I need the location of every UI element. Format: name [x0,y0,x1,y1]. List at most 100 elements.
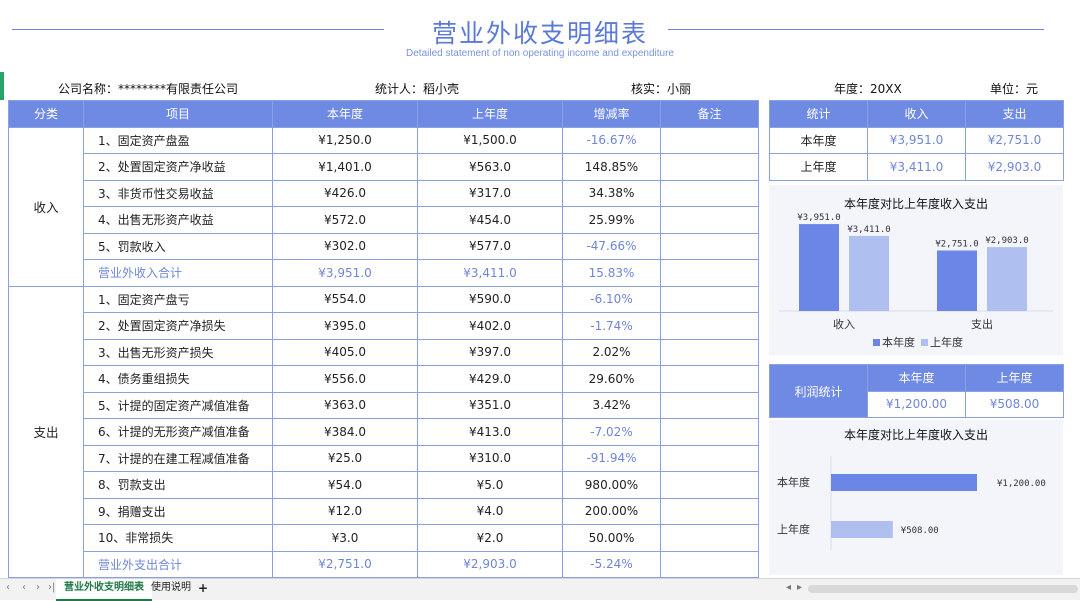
summary-header-stat[interactable]: 统计 [769,100,868,128]
remark-cell[interactable] [660,232,759,260]
first-sheet-icon[interactable]: ‹ [6,582,10,593]
horizontal-scrollbar[interactable] [808,585,1078,593]
change-rate-cell[interactable]: 200.00% [562,497,661,525]
current-year-cell[interactable]: ¥556.0 [272,365,418,393]
remark-cell[interactable] [660,285,759,313]
item-cell[interactable]: 营业外支出合计 [83,550,273,578]
summary-income[interactable]: ¥3,411.0 [867,153,966,181]
remark-cell[interactable] [660,312,759,340]
item-cell[interactable]: 3、非货币性交易收益 [83,179,273,207]
remark-cell[interactable] [660,153,759,181]
remark-cell[interactable] [660,524,759,552]
category-cell[interactable]: 收入 [8,126,84,287]
header-change-rate[interactable]: 增减率 [562,100,661,128]
current-year-cell[interactable]: ¥25.0 [272,444,418,472]
remark-cell[interactable] [660,391,759,419]
change-rate-cell[interactable]: -7.02% [562,418,661,446]
current-year-cell[interactable]: ¥2,751.0 [272,550,418,578]
remark-cell[interactable] [660,550,759,578]
current-year-cell[interactable]: ¥405.0 [272,338,418,366]
change-rate-cell[interactable]: 2.02% [562,338,661,366]
profit-header-current[interactable]: 本年度 [867,364,966,392]
previous-year-cell[interactable]: ¥397.0 [417,338,563,366]
previous-year-cell[interactable]: ¥3,411.0 [417,259,563,287]
change-rate-cell[interactable]: -5.24% [562,550,661,578]
item-cell[interactable]: 1、固定资产盘盈 [83,126,273,154]
summary-income[interactable]: ¥3,951.0 [867,126,966,154]
header-current-year[interactable]: 本年度 [272,100,418,128]
change-rate-cell[interactable]: -6.10% [562,285,661,313]
current-year-cell[interactable]: ¥12.0 [272,497,418,525]
remark-cell[interactable] [660,206,759,234]
change-rate-cell[interactable]: 25.99% [562,206,661,234]
previous-year-cell[interactable]: ¥413.0 [417,418,563,446]
add-sheet-button[interactable]: + [198,581,209,595]
change-rate-cell[interactable]: -1.74% [562,312,661,340]
summary-label[interactable]: 上年度 [769,153,868,181]
profit-label[interactable]: 利润统计 [769,364,868,418]
prev-sheet-icon[interactable]: ‹ [22,582,26,593]
profit-previous-value[interactable]: ¥508.00 [965,390,1064,418]
previous-year-cell[interactable]: ¥1,500.0 [417,126,563,154]
previous-year-cell[interactable]: ¥2,903.0 [417,550,563,578]
previous-year-cell[interactable]: ¥429.0 [417,365,563,393]
previous-year-cell[interactable]: ¥563.0 [417,153,563,181]
tab-instructions[interactable]: 使用说明 [151,582,191,593]
header-item[interactable]: 项目 [83,100,273,128]
previous-year-cell[interactable]: ¥4.0 [417,497,563,525]
previous-year-cell[interactable]: ¥5.0 [417,471,563,499]
header-previous-year[interactable]: 上年度 [417,100,563,128]
item-cell[interactable]: 8、罚款支出 [83,471,273,499]
previous-year-cell[interactable]: ¥2.0 [417,524,563,552]
change-rate-cell[interactable]: 34.38% [562,179,661,207]
current-year-cell[interactable]: ¥54.0 [272,471,418,499]
remark-cell[interactable] [660,444,759,472]
remark-cell[interactable] [660,471,759,499]
income-expense-chart-panel[interactable]: 本年度对比上年度收入支出 ¥3,951.0 ¥3,411.0 收入 ¥2,751.0 ¥… [769,185,1063,355]
change-rate-cell[interactable]: -47.66% [562,232,661,260]
item-cell[interactable]: 4、出售无形资产收益 [83,206,273,234]
item-cell[interactable]: 5、罚款收入 [83,232,273,260]
category-cell[interactable]: 支出 [8,285,84,578]
remark-cell[interactable] [660,126,759,154]
change-rate-cell[interactable]: -91.94% [562,444,661,472]
current-year-cell[interactable]: ¥363.0 [272,391,418,419]
header-category[interactable]: 分类 [8,100,84,128]
item-cell[interactable]: 1、固定资产盘亏 [83,285,273,313]
remark-cell[interactable] [660,179,759,207]
summary-expense[interactable]: ¥2,903.0 [965,153,1064,181]
item-cell[interactable]: 3、出售无形资产损失 [83,338,273,366]
item-cell[interactable]: 5、计提的固定资产减值准备 [83,391,273,419]
change-rate-cell[interactable]: 3.42% [562,391,661,419]
change-rate-cell[interactable]: 29.60% [562,365,661,393]
current-year-cell[interactable]: ¥384.0 [272,418,418,446]
scroll-left-icon[interactable]: ◂ [786,582,792,593]
remark-cell[interactable] [660,338,759,366]
profit-chart-panel[interactable]: 本年度对比上年度收入支出 本年度 ¥1,200.00 上年度 ¥508.00 [769,420,1063,575]
change-rate-cell[interactable]: 148.85% [562,153,661,181]
change-rate-cell[interactable]: 980.00% [562,471,661,499]
scroll-right-icon[interactable]: ▸ [797,582,803,593]
current-year-cell[interactable]: ¥302.0 [272,232,418,260]
remark-cell[interactable] [660,259,759,287]
current-year-cell[interactable]: ¥572.0 [272,206,418,234]
change-rate-cell[interactable]: 15.83% [562,259,661,287]
remark-cell[interactable] [660,418,759,446]
previous-year-cell[interactable]: ¥454.0 [417,206,563,234]
profit-current-value[interactable]: ¥1,200.00 [867,390,966,418]
remark-cell[interactable] [660,497,759,525]
item-cell[interactable]: 4、债务重组损失 [83,365,273,393]
previous-year-cell[interactable]: ¥402.0 [417,312,563,340]
current-year-cell[interactable]: ¥3,951.0 [272,259,418,287]
previous-year-cell[interactable]: ¥577.0 [417,232,563,260]
previous-year-cell[interactable]: ¥351.0 [417,391,563,419]
item-cell[interactable]: 6、计提的无形资产减值准备 [83,418,273,446]
item-cell[interactable]: 2、处置固定资产净损失 [83,312,273,340]
item-cell[interactable]: 营业外收入合计 [83,259,273,287]
summary-header-income[interactable]: 收入 [867,100,966,128]
header-remark[interactable]: 备注 [660,100,759,128]
current-year-cell[interactable]: ¥554.0 [272,285,418,313]
current-year-cell[interactable]: ¥3.0 [272,524,418,552]
next-sheet-icon[interactable]: › [36,582,40,593]
tab-detail-sheet[interactable]: 营业外收支明细表 [56,579,152,601]
